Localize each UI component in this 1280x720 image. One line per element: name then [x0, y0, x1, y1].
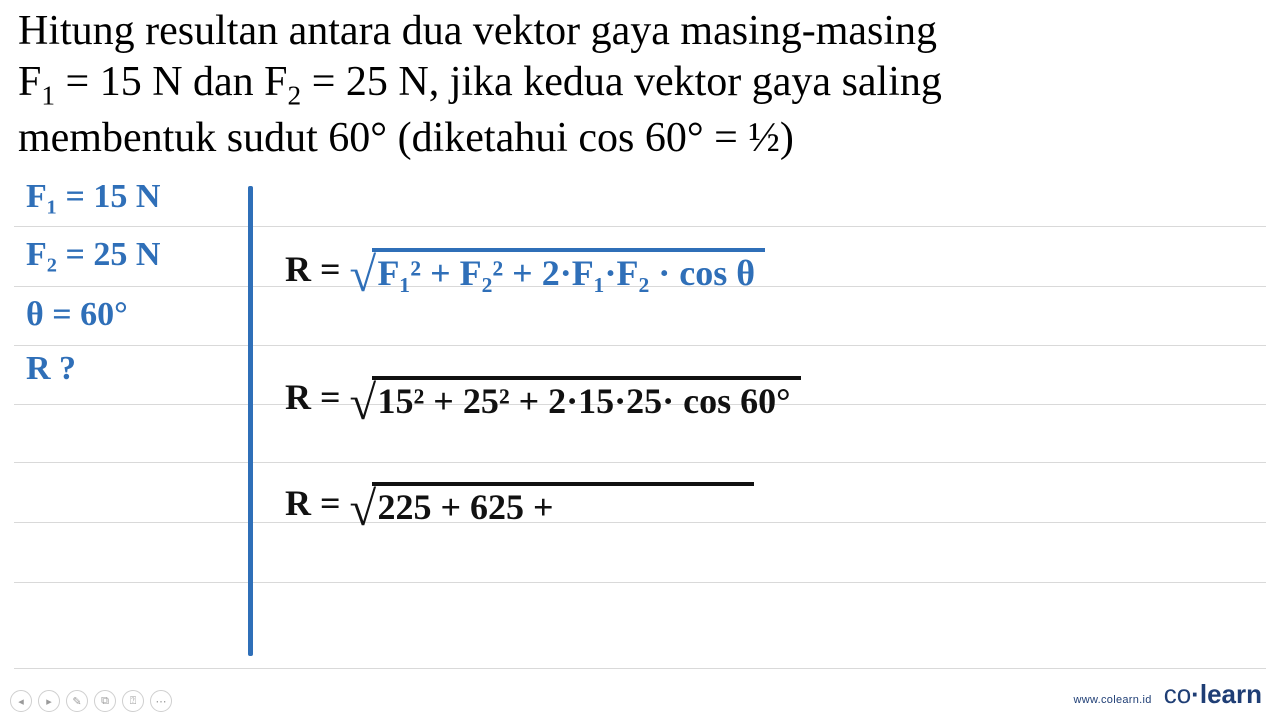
problem-line3: membentuk sudut 60° (diketahui cos 60° =…	[18, 115, 794, 161]
problem-sub2: 2	[288, 81, 302, 111]
toolbar-help-button[interactable]: ⍰	[122, 690, 144, 712]
problem-line1: Hitung resultan antara dua vektor gaya m…	[18, 8, 937, 54]
toolbar-pen-button[interactable]: ✎	[66, 690, 88, 712]
notebook-rule	[14, 345, 1266, 346]
problem-line2-b: = 15 N dan F	[55, 59, 288, 105]
brand: www.colearn.id co·learn	[1074, 679, 1262, 710]
toolbar-prev-button[interactable]: ◂	[10, 690, 32, 712]
radicand-3: 225 + 625 +	[372, 482, 754, 530]
work-row-3: R = √ 225 + 625 +	[285, 478, 754, 526]
given-f2: F₂ = 25 N	[26, 238, 160, 272]
radicand-1: F₁² + F₂² + 2·F₁·F₂ · cos θ	[372, 248, 766, 296]
toolbar-more-button[interactable]: ⋯	[150, 690, 172, 712]
notebook-rule	[14, 582, 1266, 583]
toolbar-next-button[interactable]: ▸	[38, 690, 60, 712]
problem-line2-a: F	[18, 59, 41, 105]
problem-statement: Hitung resultan antara dua vektor gaya m…	[18, 6, 1262, 164]
r-label-2: R =	[285, 377, 350, 417]
r-label-1: R =	[285, 249, 350, 289]
radicand-2: 15² + 25² + 2·15·25· cos 60°	[372, 376, 801, 424]
given-theta: θ = 60°	[26, 298, 128, 332]
vertical-divider	[248, 186, 253, 656]
work-row-1: R = √ F₁² + F₂² + 2·F₁·F₂ · cos θ	[285, 244, 765, 292]
problem-sub1: 1	[41, 81, 55, 111]
toolbar-copy-button[interactable]: ⧉	[94, 690, 116, 712]
work-row-2: R = √ 15² + 25² + 2·15·25· cos 60°	[285, 372, 801, 420]
notebook-rule	[14, 226, 1266, 227]
brand-logo: co·learn	[1164, 679, 1262, 710]
notebook-rule	[14, 668, 1266, 669]
problem-line2-c: = 25 N, jika kedua vektor gaya saling	[301, 59, 942, 105]
player-toolbar: ◂ ▸ ✎ ⧉ ⍰ ⋯	[10, 690, 172, 712]
notebook-rule	[14, 462, 1266, 463]
given-ask: R ?	[26, 352, 76, 386]
r-label-3: R =	[285, 483, 350, 523]
given-f1: F₁ = 15 N	[26, 180, 160, 214]
brand-url: www.colearn.id	[1074, 694, 1152, 706]
